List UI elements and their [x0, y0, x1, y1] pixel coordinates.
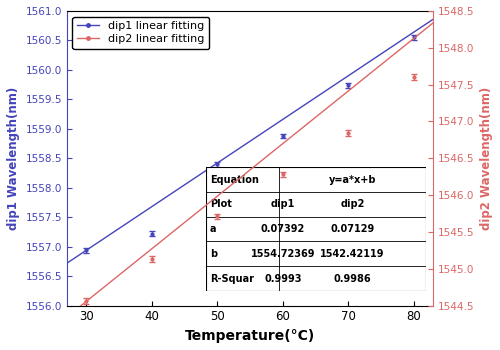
Y-axis label: dip1 Wavelength(nm): dip1 Wavelength(nm) [7, 87, 20, 230]
Legend: dip1 linear fitting, dip2 linear fitting: dip1 linear fitting, dip2 linear fitting [72, 16, 209, 49]
Y-axis label: dip2 Wavelength(nm): dip2 Wavelength(nm) [480, 87, 493, 230]
X-axis label: Temperature(°C): Temperature(°C) [185, 329, 315, 343]
